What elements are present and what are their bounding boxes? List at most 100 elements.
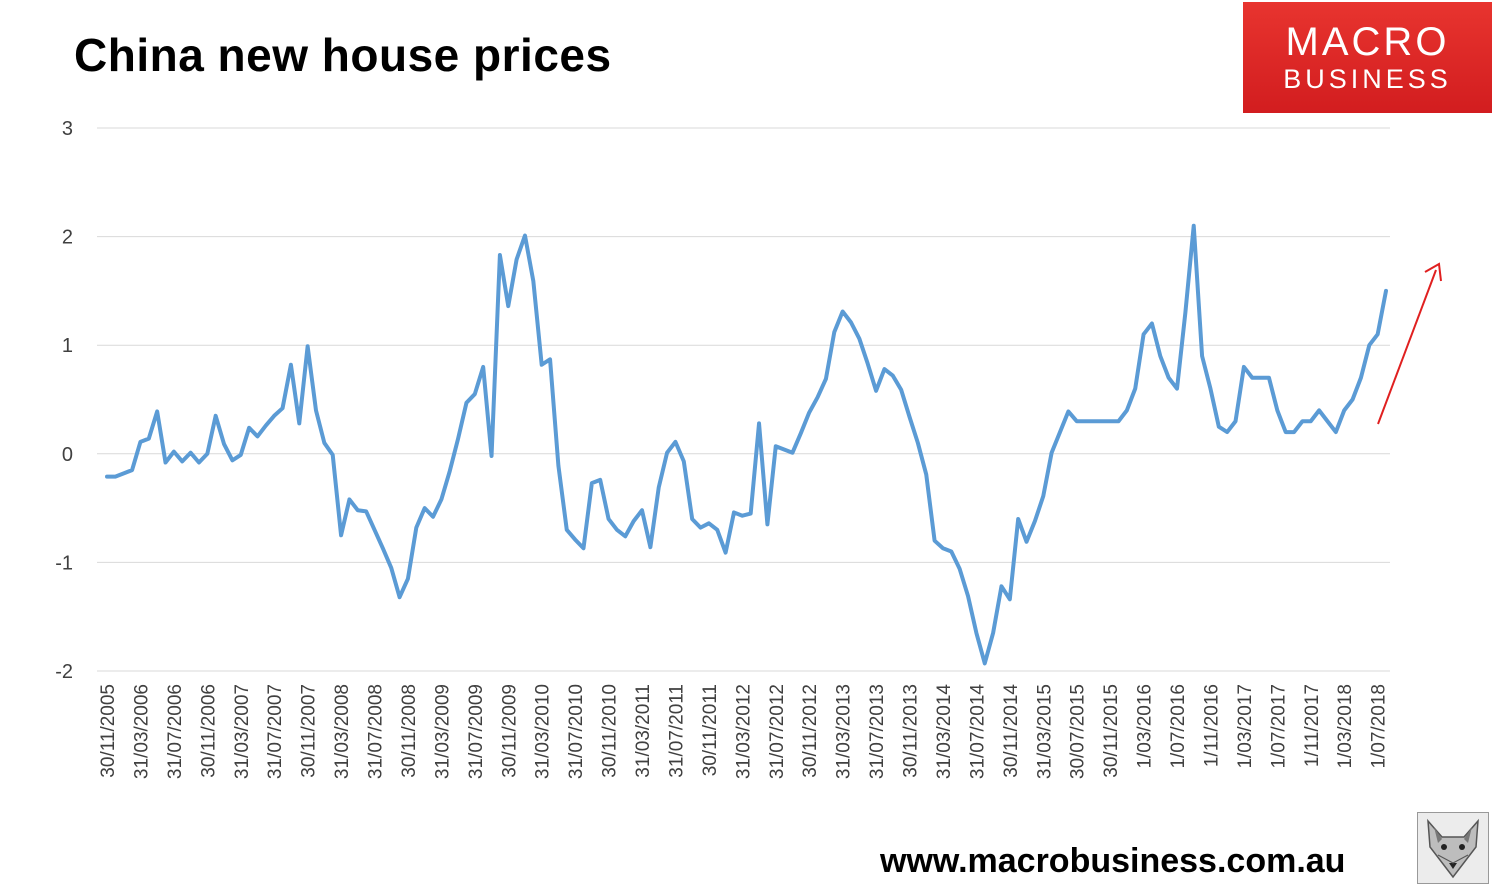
- x-tick-label: 30/11/2009: [499, 684, 520, 778]
- data-point: [273, 414, 275, 417]
- x-tick-label: 1/07/2017: [1268, 684, 1289, 769]
- data-point: [1025, 540, 1028, 543]
- data-point: [290, 363, 292, 366]
- data-point: [1042, 495, 1045, 497]
- data-point: [490, 455, 493, 457]
- data-point: [331, 454, 334, 456]
- data-point: [933, 539, 936, 542]
- data-point: [1009, 598, 1011, 601]
- data-point: [214, 414, 217, 417]
- data-point: [499, 254, 501, 256]
- data-point: [1243, 366, 1245, 368]
- data-point: [825, 378, 827, 380]
- logo-line-2: BUSINESS: [1283, 64, 1452, 94]
- data-point: [457, 437, 459, 440]
- data-point: [148, 437, 150, 440]
- data-point: [624, 535, 627, 538]
- data-point: [448, 470, 451, 472]
- data-point: [549, 358, 551, 361]
- data-point: [657, 486, 660, 489]
- data-point: [432, 515, 434, 518]
- data-point: [365, 510, 367, 513]
- data-point: [189, 451, 192, 454]
- data-point: [741, 514, 744, 517]
- data-point: [1117, 420, 1120, 423]
- macro-business-logo: MACRO BUSINESS: [1243, 2, 1492, 113]
- data-point: [1318, 409, 1320, 412]
- data-point: [348, 498, 351, 501]
- data-point: [415, 526, 418, 529]
- data-point: [766, 523, 769, 526]
- data-point: [340, 534, 342, 537]
- data-point: [122, 472, 125, 475]
- data-point: [1201, 355, 1203, 357]
- data-point: [256, 435, 259, 438]
- data-point: [482, 366, 484, 368]
- data-point: [382, 547, 384, 550]
- data-point: [1385, 290, 1387, 292]
- data-point: [474, 393, 476, 395]
- data-point: [958, 568, 961, 570]
- x-tick-label: 30/11/2014: [1001, 684, 1022, 778]
- data-point: [173, 450, 175, 453]
- data-point: [1167, 376, 1170, 379]
- data-point: [1226, 431, 1228, 433]
- data-point: [841, 310, 844, 313]
- x-tick-label: 1/11/2017: [1302, 684, 1323, 767]
- data-point: [900, 388, 902, 391]
- data-point: [565, 529, 568, 531]
- x-tick-label: 30/07/2015: [1068, 684, 1089, 779]
- data-point: [1309, 420, 1312, 423]
- data-point: [1376, 333, 1379, 336]
- data-point: [616, 529, 618, 531]
- data-point: [507, 305, 510, 307]
- x-tick-label: 31/03/2007: [232, 684, 253, 779]
- data-point: [164, 461, 167, 464]
- x-tick-label: 31/03/2014: [934, 684, 955, 780]
- x-tick-label: 30/11/2012: [800, 684, 821, 778]
- data-point: [223, 443, 225, 445]
- data-point: [599, 479, 602, 481]
- data-point: [1234, 420, 1237, 423]
- data-point: [440, 498, 443, 501]
- data-point: [774, 445, 777, 448]
- gridlines: [97, 127, 1390, 672]
- chart-title: China new house prices: [74, 29, 612, 81]
- x-tick-label: 30/11/2011: [700, 684, 721, 776]
- y-axis-ticks: -2 -1 0 1 2 3: [55, 118, 73, 683]
- data-point: [407, 577, 409, 580]
- data-point: [891, 374, 894, 377]
- data-point: [1000, 585, 1003, 588]
- x-tick-label: 30/11/2015: [1101, 684, 1122, 778]
- logo-line-1: MACRO: [1285, 20, 1450, 64]
- data-point: [1301, 420, 1304, 423]
- data-point: [1050, 451, 1053, 454]
- x-tick-label: 31/03/2013: [834, 684, 855, 779]
- website-url: www.macrobusiness.com.au: [880, 842, 1346, 880]
- data-point: [866, 362, 869, 365]
- data-point: [666, 451, 668, 454]
- data-point: [1209, 387, 1212, 390]
- data-point: [925, 473, 928, 476]
- x-tick-label: 1/03/2016: [1135, 684, 1156, 769]
- data-point: [875, 390, 877, 392]
- data-point: [1192, 224, 1195, 227]
- data-point: [515, 258, 518, 261]
- data-point: [1335, 431, 1337, 433]
- data-point: [733, 511, 735, 514]
- data-point: [1326, 420, 1329, 423]
- x-tick-label: 1/07/2018: [1369, 684, 1390, 769]
- x-tick-label: 31/07/2007: [265, 684, 286, 779]
- x-tick-label: 30/11/2010: [600, 684, 621, 778]
- data-point: [1284, 431, 1287, 433]
- data-point: [674, 441, 677, 443]
- data-point: [749, 512, 752, 515]
- data-point: [306, 345, 309, 348]
- x-tick-label: 30/11/2006: [198, 684, 219, 778]
- data-point: [917, 442, 919, 444]
- data-point: [816, 396, 819, 399]
- x-tick-label: 1/03/2018: [1335, 684, 1356, 769]
- data-point: [239, 454, 242, 456]
- data-point: [699, 526, 702, 529]
- data-point: [557, 464, 560, 467]
